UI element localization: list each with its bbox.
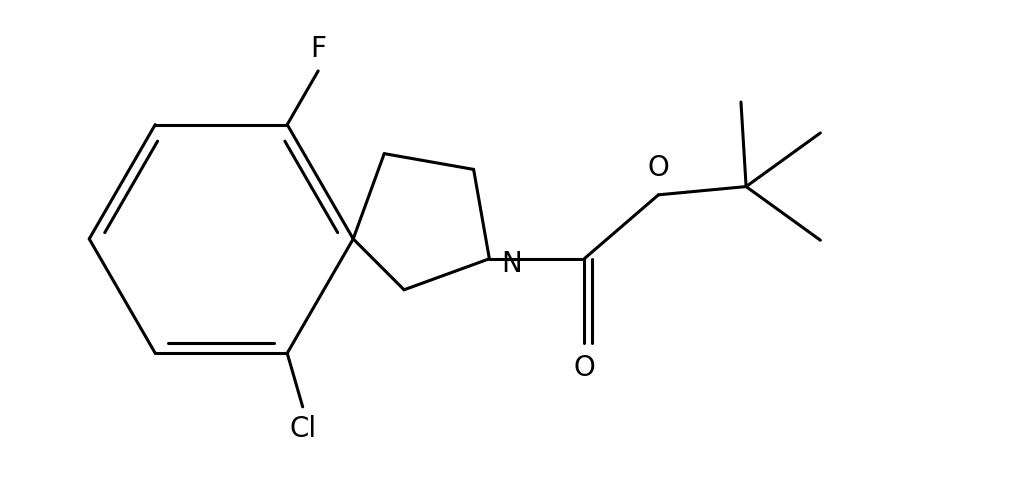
Text: N: N [502, 250, 522, 278]
Text: O: O [647, 154, 670, 182]
Text: F: F [310, 35, 327, 63]
Text: O: O [573, 354, 595, 381]
Text: Cl: Cl [289, 415, 316, 443]
